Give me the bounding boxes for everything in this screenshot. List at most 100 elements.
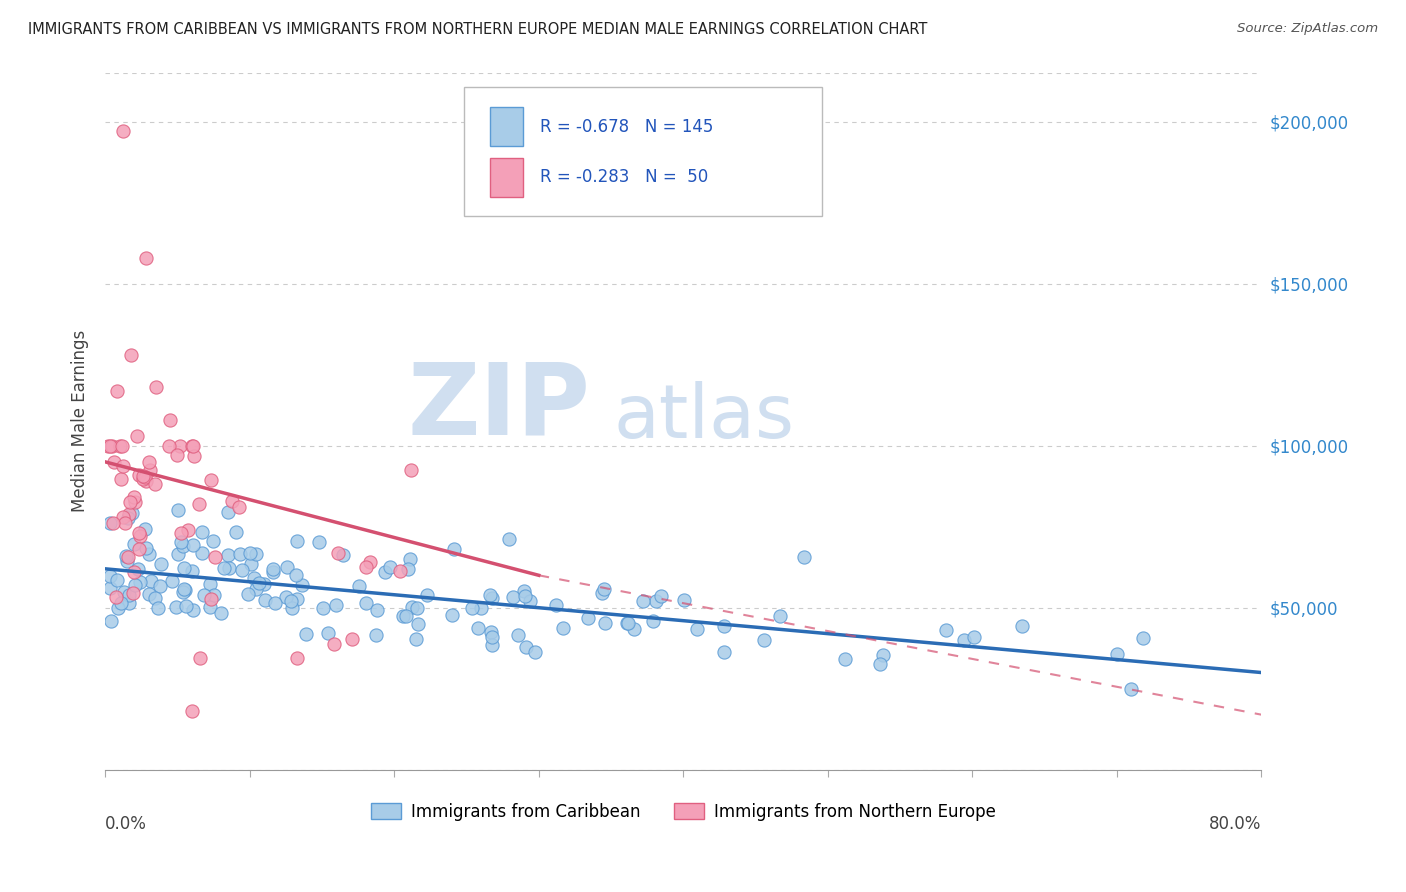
Point	[172, 585, 194, 599]
Point	[180, 564, 202, 578]
Point	[623, 622, 645, 636]
Point	[416, 588, 439, 602]
Point	[308, 534, 330, 549]
Point	[169, 439, 191, 453]
Point	[467, 621, 489, 635]
Point	[135, 541, 157, 556]
Point	[593, 616, 616, 631]
Point	[1105, 648, 1128, 662]
Point	[513, 590, 536, 604]
Point	[229, 547, 252, 561]
Point	[388, 565, 411, 579]
Point	[591, 586, 613, 600]
Point	[236, 587, 259, 601]
Point	[312, 600, 335, 615]
Point	[953, 632, 976, 647]
Point	[217, 505, 239, 519]
Point	[105, 384, 128, 398]
Text: R = -0.283   N =  50: R = -0.283 N = 50	[540, 169, 709, 186]
Point	[97, 439, 120, 453]
Point	[115, 554, 138, 568]
Point	[643, 615, 665, 629]
Point	[204, 549, 226, 564]
Point	[247, 576, 270, 591]
Point	[120, 348, 142, 362]
Point	[117, 510, 139, 524]
Point	[172, 539, 194, 553]
Point	[502, 591, 524, 605]
Point	[340, 632, 363, 646]
Point	[128, 574, 150, 589]
Point	[165, 600, 187, 615]
Point	[143, 477, 166, 491]
Point	[713, 645, 735, 659]
Point	[100, 614, 122, 628]
Point	[122, 536, 145, 550]
Point	[135, 251, 157, 265]
Point	[124, 578, 146, 592]
Point	[498, 532, 520, 546]
Point	[285, 534, 308, 549]
Point	[440, 608, 463, 623]
Point	[110, 472, 132, 486]
Point	[231, 563, 253, 577]
Point	[132, 472, 155, 486]
Point	[170, 525, 193, 540]
Text: atlas: atlas	[614, 382, 794, 454]
Point	[108, 439, 131, 453]
Point	[145, 380, 167, 394]
Text: ZIP: ZIP	[408, 359, 591, 456]
Text: IMMIGRANTS FROM CARIBBEAN VS IMMIGRANTS FROM NORTHERN EUROPE MEDIAN MALE EARNING: IMMIGRANTS FROM CARIBBEAN VS IMMIGRANTS …	[28, 22, 928, 37]
Point	[253, 577, 276, 591]
Text: 80.0%: 80.0%	[1209, 815, 1261, 833]
Point	[200, 592, 222, 607]
Point	[291, 578, 314, 592]
Point	[103, 455, 125, 469]
Y-axis label: Median Male Earnings: Median Male Earnings	[72, 330, 89, 513]
Point	[243, 571, 266, 585]
Point	[686, 622, 709, 636]
Point	[478, 588, 501, 602]
Point	[139, 462, 162, 476]
Point	[191, 546, 214, 560]
Point	[1119, 681, 1142, 696]
Point	[295, 627, 318, 641]
Point	[546, 598, 568, 612]
Point	[174, 583, 197, 598]
Point	[769, 608, 792, 623]
Point	[181, 439, 204, 453]
Point	[202, 588, 225, 602]
Point	[134, 523, 156, 537]
Legend: Immigrants from Caribbean, Immigrants from Northern Europe: Immigrants from Caribbean, Immigrants fr…	[364, 797, 1002, 828]
Point	[481, 638, 503, 652]
Point	[221, 493, 243, 508]
Point	[401, 463, 423, 477]
Point	[117, 549, 139, 564]
Point	[101, 516, 124, 530]
Point	[481, 630, 503, 644]
Point	[160, 574, 183, 589]
Point	[118, 508, 141, 522]
Point	[200, 473, 222, 487]
Point	[170, 534, 193, 549]
Point	[576, 611, 599, 625]
Text: 0.0%: 0.0%	[105, 815, 148, 833]
Point	[183, 450, 205, 464]
Point	[285, 591, 308, 606]
Point	[98, 581, 121, 595]
Point	[366, 603, 388, 617]
Point	[834, 651, 856, 665]
Point	[515, 640, 537, 655]
Point	[443, 541, 465, 556]
Point	[963, 631, 986, 645]
Point	[398, 552, 420, 566]
Point	[98, 516, 121, 531]
Point	[285, 651, 308, 665]
Point	[364, 628, 387, 642]
Point	[262, 565, 284, 579]
Point	[112, 585, 135, 599]
Point	[177, 523, 200, 537]
Point	[201, 533, 224, 548]
Point	[191, 525, 214, 540]
Point	[253, 592, 276, 607]
